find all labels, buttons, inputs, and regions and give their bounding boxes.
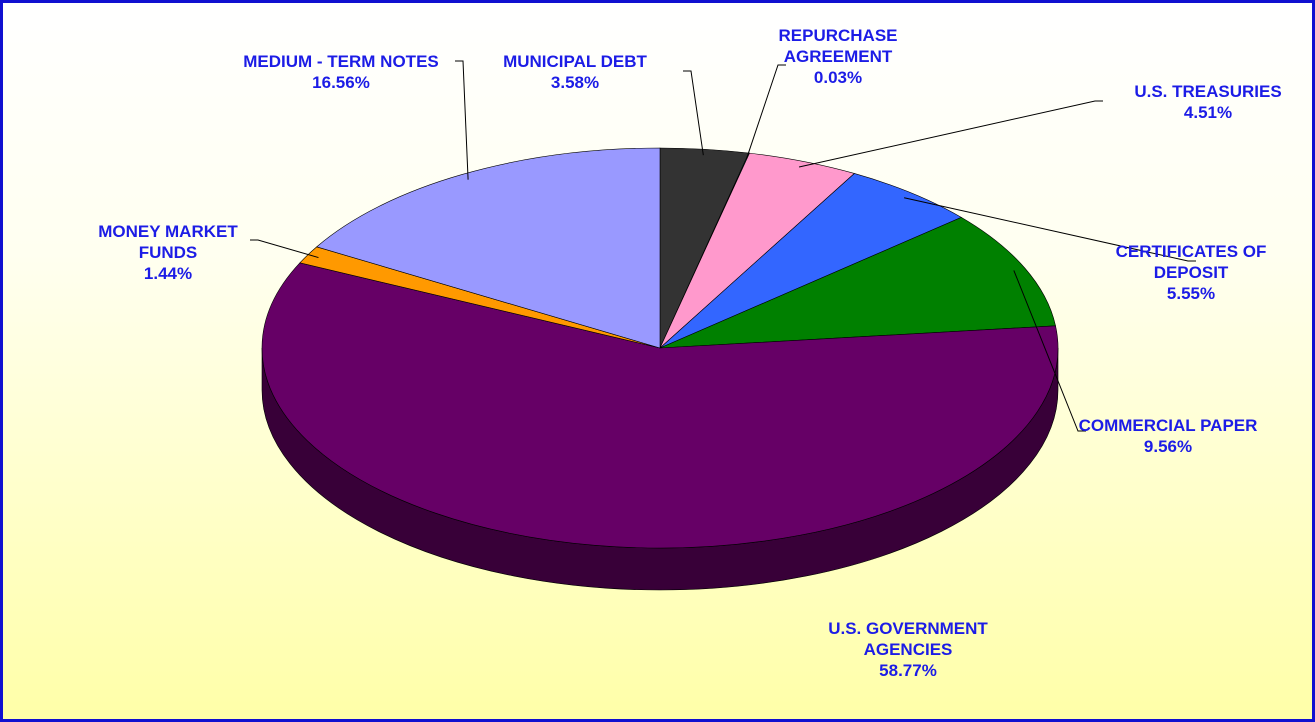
category-name: MEDIUM - TERM NOTES (243, 52, 439, 71)
leader-line (1013, 270, 1086, 432)
value-label: 3.58% (550, 73, 600, 92)
category-name: COMMERCIAL PAPER (1078, 416, 1258, 435)
category-name: U.S. TREASURIES (1134, 82, 1282, 101)
slice-label: CERTIFICATES OF DEPOSIT 5.55% (1106, 241, 1276, 304)
value-label: 4.51% (1183, 103, 1233, 122)
slice (316, 147, 661, 349)
slice-label: COMMERCIAL PAPER 9.56% (1068, 415, 1268, 457)
category-name: CERTIFICATES OF DEPOSIT (1115, 242, 1267, 282)
slice-label: MUNICIPAL DEBT 3.58% (475, 51, 675, 93)
slice (659, 173, 963, 349)
category-name: MUNICIPAL DEBT (503, 52, 647, 71)
slice-label: MONEY MARKET FUNDS 1.44% (73, 221, 263, 284)
category-name: U.S. GOVERNMENT AGENCIES (828, 619, 988, 659)
value-label: 1.44% (143, 264, 193, 283)
leader-line (683, 70, 704, 156)
category-name: REPURCHASE AGREEMENT (778, 26, 898, 66)
slice (659, 217, 1056, 349)
leader-line (798, 100, 1103, 168)
slice (261, 262, 1059, 549)
leader-line (745, 64, 786, 160)
leader-line (904, 197, 1196, 262)
slice-label: REPURCHASE AGREEMENT 0.03% (768, 25, 908, 88)
leader-line (250, 239, 319, 259)
slice-label: U.S. GOVERNMENT AGENCIES 58.77% (808, 618, 1008, 681)
pie-plot (250, 60, 1196, 591)
slice-label: U.S. TREASURIES 4.51% (1108, 81, 1308, 123)
value-label: 16.56% (312, 73, 370, 92)
value-label: 58.77% (879, 661, 937, 680)
slice-label: MEDIUM - TERM NOTES 16.56% (206, 51, 476, 93)
category-name: MONEY MARKET FUNDS (98, 222, 238, 262)
value-label: 9.56% (1143, 437, 1193, 456)
value-label: 5.55% (1166, 284, 1216, 303)
leader-line (455, 60, 469, 180)
value-label: 0.03% (813, 68, 863, 87)
